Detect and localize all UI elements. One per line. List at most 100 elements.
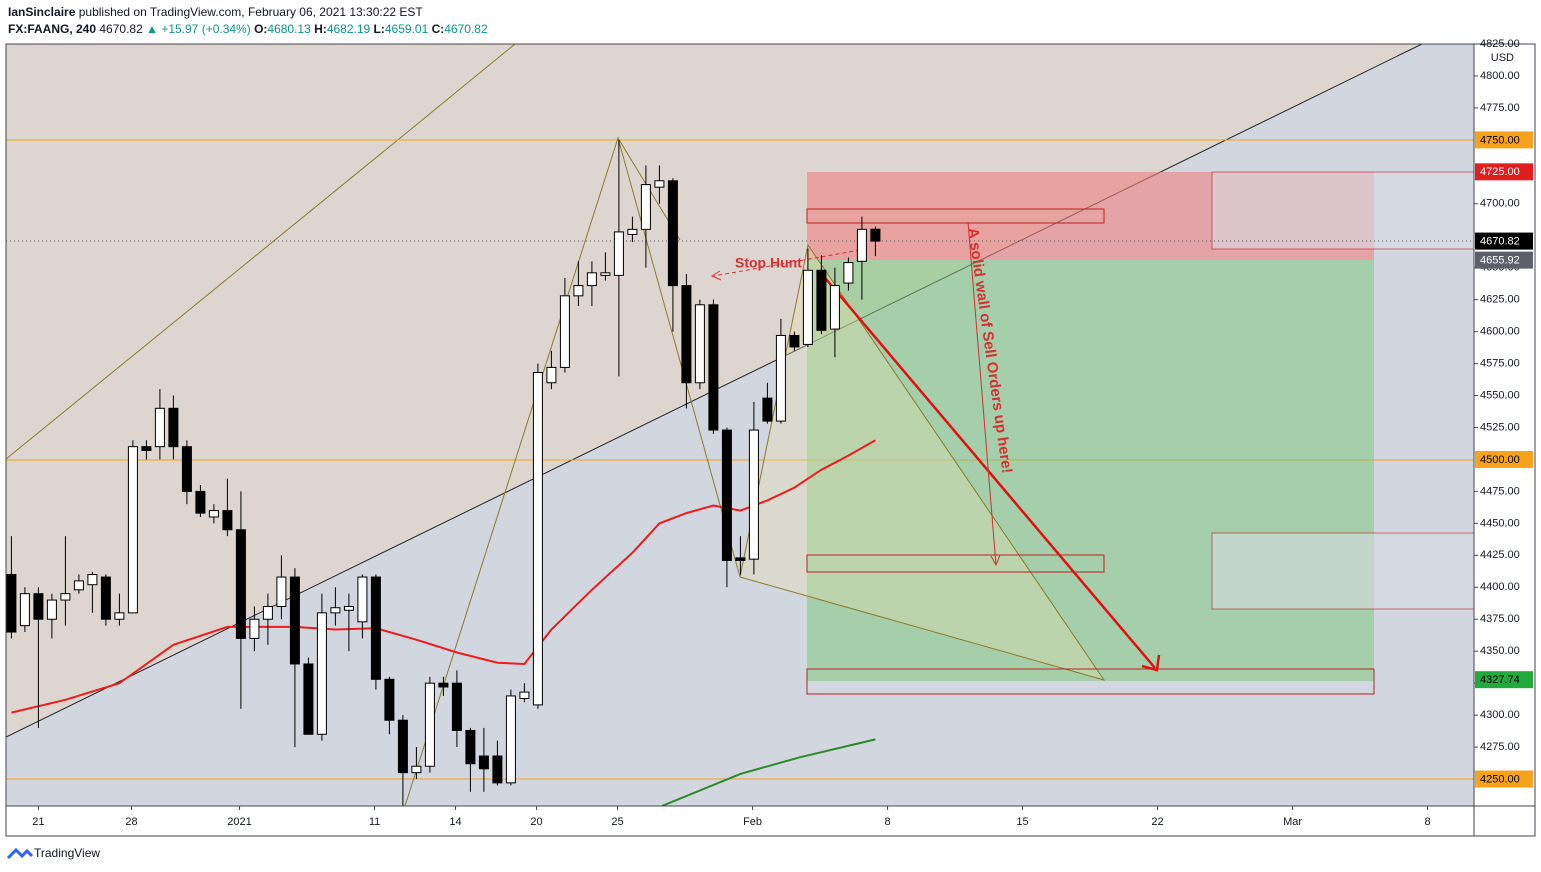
y-tick-label: 4275.00 — [1480, 741, 1520, 753]
ohlc-line: FX:FAANG, 240 4670.82 ▲ +15.97 (+0.34%) … — [8, 22, 488, 36]
candle-body — [262, 605, 273, 620]
author: IanSinclaire — [8, 5, 76, 19]
candle-body — [330, 607, 341, 614]
marks — [6, 139, 881, 806]
target-zone — [807, 260, 1374, 681]
parallel-line — [409, 44, 516, 131]
x-tick-label: 21 — [32, 816, 44, 828]
price-tag — [1475, 163, 1533, 181]
y-tick-label: 4775.00 — [1480, 102, 1520, 114]
arrow-head — [1141, 654, 1161, 672]
candle-body — [465, 729, 476, 765]
candle-body — [384, 678, 395, 721]
h-label: H: — [314, 22, 327, 36]
candle-body — [681, 285, 692, 384]
price-tag-label: 4250.00 — [1480, 773, 1520, 785]
candle-body — [154, 407, 165, 448]
change: ▲ +15.97 (+0.34%) — [146, 22, 251, 36]
symbol: FX:FAANG, 240 — [8, 22, 97, 36]
price-tag — [1475, 251, 1533, 269]
candle-body — [600, 272, 611, 276]
c-value: 4670.82 — [444, 22, 488, 36]
x-tick-label: 22 — [1151, 816, 1163, 828]
candle-body — [87, 573, 98, 586]
y-tick-label: 4300.00 — [1480, 709, 1520, 721]
candle-body — [559, 295, 570, 368]
candle-body — [802, 269, 813, 345]
candle-body — [721, 429, 732, 561]
price-tag — [1475, 450, 1533, 468]
candle-body — [816, 269, 827, 331]
x-tick-label: 8 — [1424, 816, 1430, 828]
candle-body — [451, 682, 462, 731]
candle-body — [708, 304, 719, 431]
candle-body — [411, 765, 422, 774]
moving-average — [661, 738, 876, 806]
publish-info: published on TradingView.com, February 0… — [78, 5, 423, 19]
order-box — [806, 668, 1375, 695]
candle-body — [573, 285, 584, 297]
x-tick-label: 14 — [449, 816, 461, 828]
c-label: C: — [431, 22, 445, 36]
candle-body — [532, 372, 543, 706]
candle-body — [168, 407, 179, 448]
candle-body — [33, 593, 44, 620]
candle-body — [627, 228, 638, 235]
l-label: L: — [373, 22, 385, 36]
drawings — [6, 44, 1474, 806]
y-tick-label: 4400.00 — [1480, 581, 1520, 593]
candle-body — [141, 446, 152, 452]
candle-body — [438, 682, 449, 688]
candle-body — [222, 510, 233, 531]
x-tick-label: 15 — [1016, 816, 1028, 828]
candle-body — [370, 576, 381, 680]
arrow-head — [990, 554, 1001, 567]
frame — [5, 43, 1536, 837]
candle-body — [357, 576, 368, 623]
candle-body — [127, 446, 138, 614]
price-tag — [1475, 131, 1533, 149]
candle-body — [303, 663, 314, 735]
x-tick-label: 28 — [125, 816, 137, 828]
price-tag-label: 4670.82 — [1480, 235, 1520, 247]
x-tick-label: Mar — [1283, 816, 1302, 828]
y-tick-label: 4825.00 — [1480, 38, 1520, 50]
projection-arrow — [819, 271, 1156, 669]
x-tick-label: 20 — [530, 816, 542, 828]
candle-body — [870, 228, 881, 242]
x-tick-label: 2021 — [227, 816, 251, 828]
y-tick-label: 4600.00 — [1480, 326, 1520, 338]
x-tick-label: 8 — [884, 816, 890, 828]
y-tick-label: 4475.00 — [1480, 485, 1520, 497]
y-tick-label: 4625.00 — [1480, 294, 1520, 306]
candle-body — [343, 605, 354, 611]
candle-body — [276, 576, 287, 607]
x-tick-label: Feb — [743, 816, 762, 828]
candle-body — [424, 682, 435, 767]
y-tick-label: 4700.00 — [1480, 198, 1520, 210]
wall-arrow — [967, 221, 997, 566]
candle-body — [748, 429, 759, 560]
candle-body — [640, 184, 651, 230]
candle-body — [235, 529, 246, 639]
candle-body — [73, 580, 84, 591]
price-tag-label: 4725.00 — [1480, 166, 1520, 178]
candle-body — [316, 612, 327, 735]
y-tick-label: 4450.00 — [1480, 517, 1520, 529]
parallel-line — [6, 129, 411, 460]
brand: TradingView — [34, 846, 100, 860]
h-value: 4682.19 — [326, 22, 371, 36]
candle-body — [667, 180, 678, 287]
candle-body — [843, 262, 854, 284]
candle-body — [478, 755, 489, 770]
x-tick-label: 25 — [611, 816, 623, 828]
o-value: 4680.13 — [267, 22, 311, 36]
y-tick-label: 4800.00 — [1480, 70, 1520, 82]
header-line: IanSinclaire published on TradingView.co… — [8, 5, 423, 19]
candle-body — [735, 557, 746, 561]
candle-body — [546, 366, 557, 384]
price-tag — [1475, 232, 1533, 250]
annotation: Stop Hunt — [735, 255, 802, 271]
candle-body — [181, 446, 192, 492]
